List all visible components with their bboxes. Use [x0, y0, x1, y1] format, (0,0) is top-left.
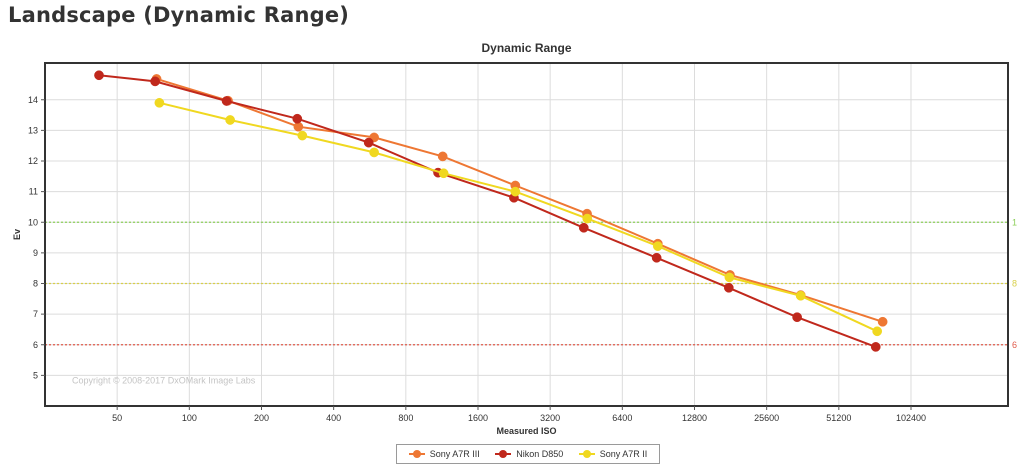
x-tick-label: 12800: [682, 413, 707, 423]
reference-line-label: 8: [1012, 279, 1017, 289]
reference-line-label: 1: [1012, 217, 1017, 227]
data-point[interactable]: [724, 272, 735, 283]
x-tick-label: 51200: [826, 413, 851, 423]
x-tick-label: 102400: [896, 413, 926, 423]
x-axis-ticks: 50 100 200 400 800 1600 3200 6400 12800 25600 5120…: [112, 406, 926, 423]
page-heading: Landscape (Dynamic Range): [8, 3, 350, 27]
legend-item-sony-a7r-iii[interactable]: Sony A7R III: [408, 449, 480, 459]
data-point[interactable]: [221, 96, 232, 106]
data-point[interactable]: [877, 316, 888, 327]
series-line: [98, 74, 877, 348]
watermark-text: Copyright © 2008-2017 DxOMark Image Labs: [72, 375, 256, 385]
legend-item-sony-a7r-ii[interactable]: Sony A7R II: [578, 449, 648, 459]
x-tick-label: 25600: [754, 413, 779, 423]
legend-label: Nikon D850: [516, 449, 564, 459]
data-point[interactable]: [369, 147, 379, 158]
reference-line-labels: 1 8 6: [1012, 217, 1017, 350]
plot-area: [45, 63, 1008, 406]
y-tick-label: 12: [28, 156, 38, 166]
legend-label: Sony A7R II: [599, 449, 648, 459]
legend-marker-icon: [495, 450, 512, 458]
data-point[interactable]: [293, 121, 304, 132]
x-tick-label: 3200: [540, 413, 560, 423]
data-point[interactable]: [154, 97, 165, 108]
x-tick-label: 50: [112, 413, 122, 423]
chart-legend: Sony A7R III Nikon D850 Sony A7R II: [396, 444, 660, 464]
legend-marker-icon: [578, 450, 595, 458]
data-point[interactable]: [870, 342, 881, 352]
x-tick-label: 1600: [468, 413, 488, 423]
reference-lines: [45, 221, 1008, 346]
x-tick-label: 6400: [612, 413, 632, 423]
y-tick-label: 14: [28, 95, 38, 105]
data-point[interactable]: [94, 70, 104, 81]
y-tick-label: 11: [29, 187, 38, 197]
y-tick-label: 13: [28, 125, 38, 135]
data-point[interactable]: [510, 186, 521, 197]
chart-title: Dynamic Range: [481, 41, 571, 55]
y-tick-label: 8: [33, 279, 38, 289]
x-tick-label: 200: [254, 413, 269, 423]
data-point[interactable]: [438, 168, 449, 179]
y-tick-label: 7: [33, 309, 38, 319]
data-point[interactable]: [652, 241, 663, 251]
series-group: [94, 70, 888, 352]
data-point[interactable]: [578, 222, 589, 233]
y-tick-label: 6: [33, 340, 38, 350]
y-axis-ticks: 5 6 7 8 9 10 11 12 13 14: [28, 95, 45, 380]
series-1: [94, 70, 881, 352]
grid-lines: [45, 63, 1008, 406]
data-point[interactable]: [582, 213, 593, 224]
plot-border: [44, 62, 1009, 407]
data-point[interactable]: [792, 312, 802, 323]
y-axis-label: Ev: [12, 229, 22, 240]
x-tick-label: 100: [182, 413, 197, 423]
data-point[interactable]: [723, 282, 734, 293]
y-tick-label: 10: [28, 217, 38, 227]
data-point[interactable]: [651, 252, 662, 263]
y-tick-label: 5: [33, 370, 38, 380]
x-tick-label: 400: [326, 413, 341, 423]
data-point[interactable]: [297, 130, 308, 141]
legend-marker-icon: [408, 450, 425, 458]
x-axis-label: Measured ISO: [496, 426, 556, 436]
legend-label: Sony A7R III: [429, 449, 480, 459]
data-point[interactable]: [795, 290, 806, 301]
data-point[interactable]: [437, 151, 448, 162]
legend-item-nikon-d850[interactable]: Nikon D850: [495, 449, 563, 459]
y-tick-label: 9: [33, 248, 38, 258]
x-tick-label: 800: [398, 413, 413, 423]
data-point[interactable]: [150, 76, 160, 87]
data-point[interactable]: [225, 115, 235, 125]
data-point[interactable]: [363, 137, 374, 148]
data-point[interactable]: [292, 113, 303, 124]
series-2: [154, 97, 883, 337]
reference-line-label: 6: [1012, 340, 1017, 350]
data-point[interactable]: [872, 326, 883, 337]
